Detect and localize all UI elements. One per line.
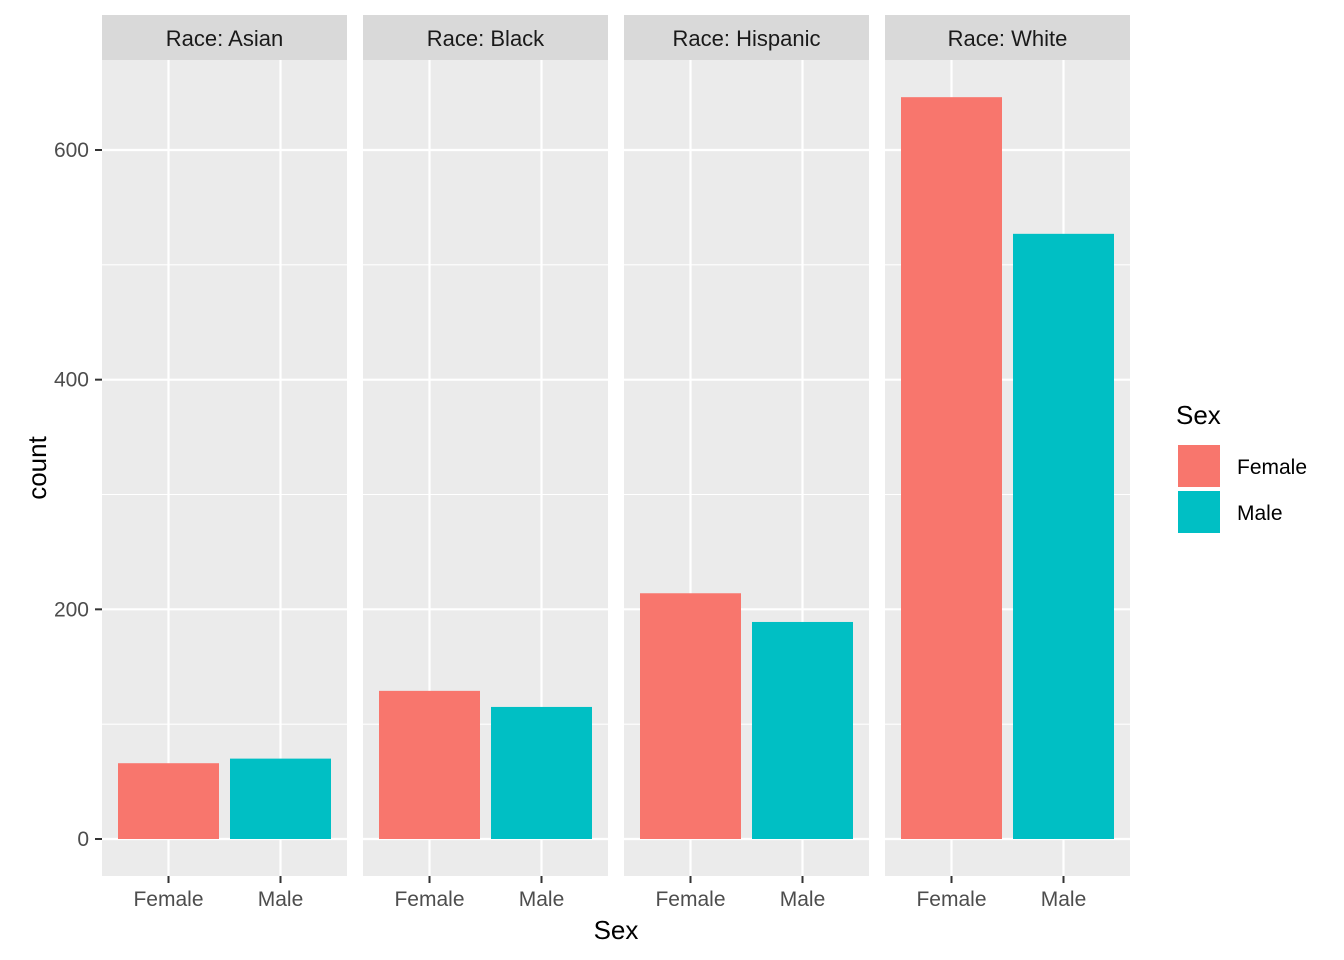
y-tick-label: 200 [54, 598, 89, 621]
facets: Race: Asian Female Male Race: Black Female Ma… [102, 15, 1130, 911]
x-tick-label: Female [916, 888, 986, 911]
bar-male [491, 706, 592, 839]
y-tick-label: 0 [77, 828, 89, 851]
x-tick-label: Female [133, 888, 203, 911]
x-tick-label: Male [258, 888, 304, 911]
y-tick-label: 400 [54, 369, 89, 392]
facet-strip-label: Race: Black [427, 26, 545, 51]
facet-strip [102, 15, 347, 60]
y-axis: 0 200 400 600 [54, 139, 102, 851]
facet-strip [624, 15, 869, 60]
panel-background [102, 60, 347, 876]
bar-male [1013, 233, 1114, 839]
bar-female [118, 763, 219, 839]
legend-key-female [1176, 443, 1222, 489]
facet-panel: Race: Hispanic Female Male [624, 15, 869, 911]
y-tick-label: 600 [54, 139, 89, 162]
legend-title: Sex [1176, 400, 1221, 430]
x-axis-title: Sex [594, 915, 639, 945]
facet-panel: Race: Black Female Male [363, 15, 608, 911]
x-tick-label: Male [1041, 888, 1087, 911]
x-tick-label: Male [780, 888, 826, 911]
facet-strip [363, 15, 608, 60]
bar-female [901, 97, 1002, 840]
bar-female [640, 593, 741, 839]
legend-label: Female [1237, 456, 1307, 479]
legend-label: Male [1237, 502, 1283, 525]
x-tick-label: Female [394, 888, 464, 911]
facet-strip [885, 15, 1130, 60]
legend-key-male [1176, 489, 1222, 535]
facet-panel: Race: White Female Male [885, 15, 1130, 911]
facet-panel: Race: Asian Female Male [102, 15, 347, 911]
x-tick-label: Female [655, 888, 725, 911]
facet-strip-label: Race: White [948, 26, 1068, 51]
bar-male [752, 621, 853, 839]
bar-female [379, 690, 480, 839]
bar-male [230, 758, 331, 839]
legend: Sex Female Male [1176, 400, 1307, 535]
facet-strip-label: Race: Hispanic [673, 26, 821, 51]
x-tick-label: Male [519, 888, 565, 911]
y-axis-title: count [22, 435, 52, 499]
facet-strip-label: Race: Asian [166, 26, 283, 51]
